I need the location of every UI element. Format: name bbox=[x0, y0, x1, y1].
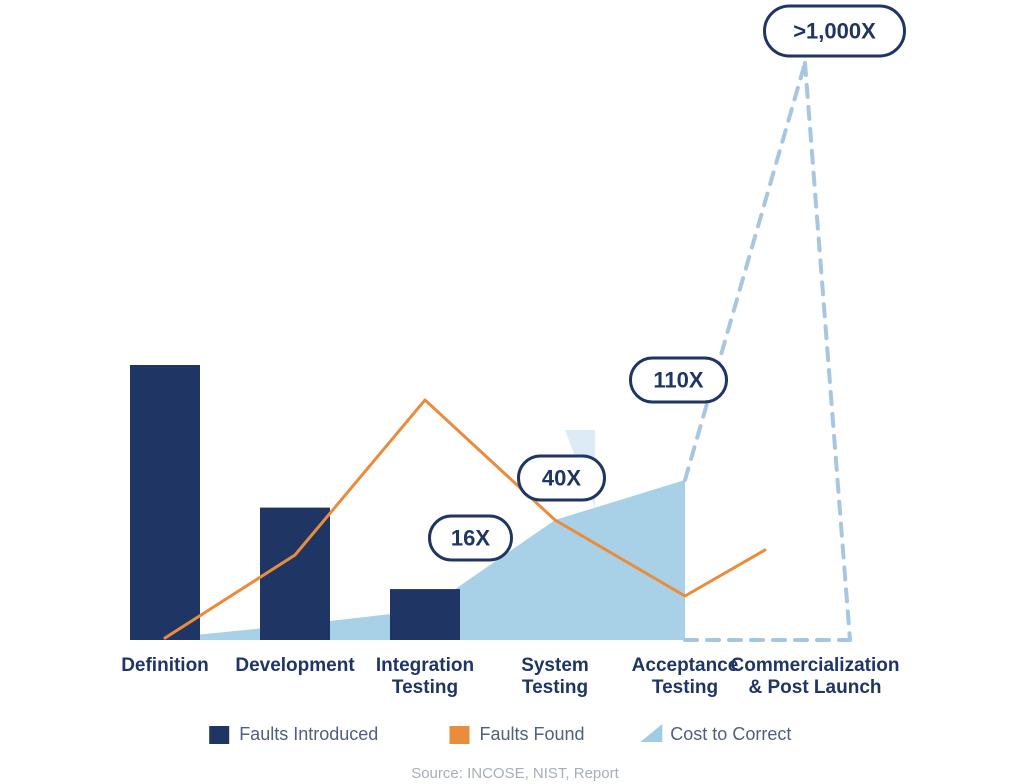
category-label-0-l0: Definition bbox=[121, 655, 209, 676]
bar-2 bbox=[390, 589, 460, 640]
pill-3: >1,000X bbox=[765, 6, 905, 56]
pill-label-3: >1,000X bbox=[793, 19, 876, 44]
category-label-4-l0: Acceptance bbox=[632, 655, 739, 676]
source-text: Source: INCOSE, NIST, Report bbox=[411, 765, 619, 782]
category-label-2-l1: Testing bbox=[392, 677, 458, 698]
cost-of-faults-chart: 16X 40X 110X >1,000X Definition Development In… bbox=[0, 0, 1030, 784]
pill-label-2: 110X bbox=[653, 368, 703, 393]
legend-label-1: Faults Found bbox=[480, 724, 585, 744]
bar-0 bbox=[130, 365, 200, 640]
pill-label-1: 40X bbox=[542, 466, 581, 491]
legend-label-2: Cost to Correct bbox=[670, 724, 791, 744]
category-label-1-l0: Development bbox=[235, 655, 355, 676]
legend-label-0: Faults Introduced bbox=[239, 724, 378, 744]
cost-area-dash-up bbox=[685, 63, 805, 480]
pill-2: 110X bbox=[631, 358, 727, 402]
category-label-3-l0: System bbox=[521, 655, 589, 676]
pill-1: 40X bbox=[519, 456, 605, 500]
legend-item-1: Faults Found bbox=[450, 724, 585, 744]
cost-area-dash-down bbox=[805, 63, 850, 640]
legend-item-2: Cost to Correct bbox=[640, 724, 791, 744]
category-label-5-l1: & Post Launch bbox=[748, 677, 881, 698]
legend-item-0: Faults Introduced bbox=[209, 724, 378, 744]
pill-label-0: 16X bbox=[451, 526, 490, 551]
category-label-3-l1: Testing bbox=[522, 677, 588, 698]
category-label-4-l1: Testing bbox=[652, 677, 718, 698]
category-label-5-l0: Commercialization bbox=[731, 655, 900, 676]
category-label-2-l0: Integration bbox=[376, 655, 474, 676]
pill-0: 16X bbox=[430, 516, 512, 560]
